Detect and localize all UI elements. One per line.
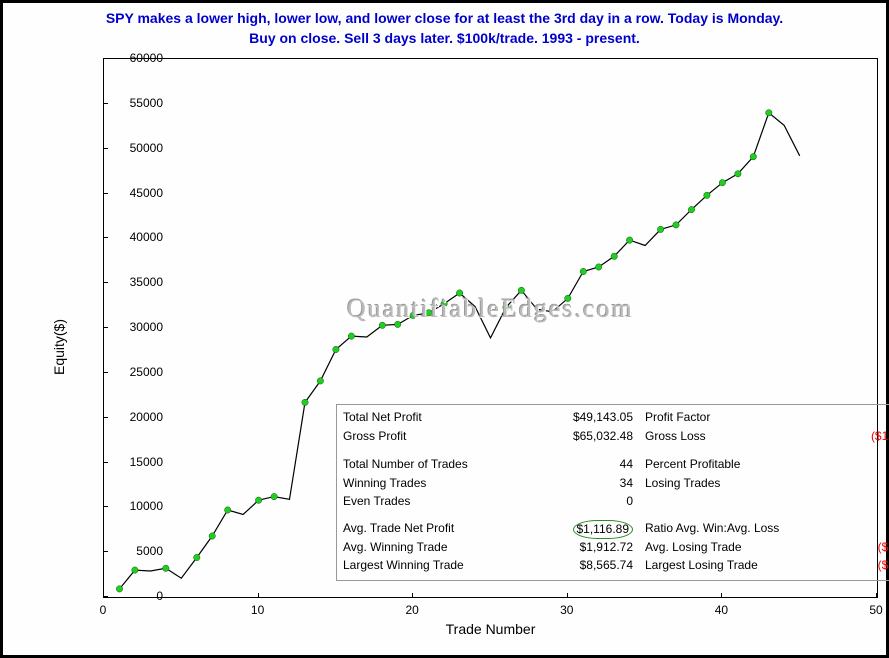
win-marker xyxy=(163,565,169,571)
x-axis-label: Trade Number xyxy=(103,621,878,637)
stat-label: Winning Trades xyxy=(343,475,513,492)
stats-table: Total Net Profit$49,143.05Profit Factor4… xyxy=(336,404,889,581)
stat-value: 10 xyxy=(815,475,889,492)
win-marker xyxy=(688,206,694,212)
win-marker xyxy=(194,554,200,560)
stat-label: Total Number of Trades xyxy=(343,456,513,475)
stats-row: Gross Profit$65,032.48Gross Loss($15,889… xyxy=(343,428,889,445)
stats-row: Winning Trades34Losing Trades10 xyxy=(343,475,889,492)
stats-row: Avg. Trade Net Profit$1,116.89Ratio Avg.… xyxy=(343,520,889,539)
win-marker xyxy=(503,304,509,310)
stat-value: 44 xyxy=(513,456,645,475)
stat-value: $49,143.05 xyxy=(513,409,645,428)
y-axis-label: Equity($) xyxy=(51,318,67,374)
win-marker xyxy=(441,301,447,307)
win-marker xyxy=(596,264,602,270)
stat-value: $8,565.74 xyxy=(513,557,645,574)
stat-label: Avg. Losing Trade xyxy=(645,539,815,556)
win-marker xyxy=(379,322,385,328)
win-marker xyxy=(704,192,710,198)
stat-value: 1.20 xyxy=(815,520,889,539)
stat-label: Gross Loss xyxy=(645,428,815,445)
stat-value: ($3,464.09) xyxy=(815,557,889,574)
stat-label: Ratio Avg. Win:Avg. Loss xyxy=(645,520,815,539)
win-marker xyxy=(750,154,756,160)
win-marker xyxy=(116,586,122,592)
stat-label: Largest Winning Trade xyxy=(343,557,513,574)
win-marker xyxy=(580,268,586,274)
x-tick-label: 50 xyxy=(869,603,882,617)
stat-value: 4.09 xyxy=(815,409,889,428)
stat-label: Avg. Trade Net Profit xyxy=(343,520,513,539)
stat-label: Percent Profitable xyxy=(645,456,815,475)
chart-title: SPY makes a lower high, lower low, and l… xyxy=(3,3,886,48)
stat-value: ($15,889.43) xyxy=(815,428,889,445)
win-marker xyxy=(302,399,308,405)
win-marker xyxy=(271,493,277,499)
stats-row: Avg. Winning Trade$1,912.72Avg. Losing T… xyxy=(343,539,889,556)
chart-frame: SPY makes a lower high, lower low, and l… xyxy=(0,0,889,658)
win-marker xyxy=(333,346,339,352)
title-line2: Buy on close. Sell 3 days later. $100k/t… xyxy=(249,30,640,46)
stat-label: Even Trades xyxy=(343,493,513,510)
win-marker xyxy=(209,533,215,539)
win-marker xyxy=(611,253,617,259)
stat-value: $1,116.89 xyxy=(513,520,645,539)
win-marker xyxy=(317,378,323,384)
win-marker xyxy=(657,226,663,232)
win-marker xyxy=(225,507,231,513)
win-marker xyxy=(410,312,416,318)
stats-row: Total Net Profit$49,143.05Profit Factor4… xyxy=(343,409,889,428)
x-tick-label: 10 xyxy=(251,603,264,617)
stat-value: 0 xyxy=(513,493,645,510)
stat-label: Losing Trades xyxy=(645,475,815,492)
win-marker xyxy=(719,180,725,186)
stat-value: $65,032.48 xyxy=(513,428,645,445)
stat-label: Total Net Profit xyxy=(343,409,513,428)
x-tick-label: 0 xyxy=(100,603,107,617)
win-marker xyxy=(735,171,741,177)
x-tick-label: 40 xyxy=(715,603,728,617)
stat-value: ($1,588.94) xyxy=(815,539,889,556)
stat-label: Avg. Winning Trade xyxy=(343,539,513,556)
x-tick-label: 30 xyxy=(560,603,573,617)
win-marker xyxy=(255,497,261,503)
stat-label: Gross Profit xyxy=(343,428,513,445)
stats-row: Largest Winning Trade$8,565.74Largest Lo… xyxy=(343,557,889,574)
stat-label: Profit Factor xyxy=(645,409,815,428)
stat-value: 34 xyxy=(513,475,645,492)
win-marker xyxy=(518,287,524,293)
title-line1: SPY makes a lower high, lower low, and l… xyxy=(106,10,783,26)
stats-row: Total Number of Trades44Percent Profitab… xyxy=(343,456,889,475)
win-marker xyxy=(132,567,138,573)
plot-region: QuantifiableEdges.com Total Net Profit$4… xyxy=(103,58,878,598)
stat-label: Largest Losing Trade xyxy=(645,557,815,574)
win-marker xyxy=(456,290,462,296)
win-marker xyxy=(766,110,772,116)
chart-area: Equity($) Trade Number 05000100001500020… xyxy=(33,58,876,635)
x-tick-label: 20 xyxy=(406,603,419,617)
stat-value: $1,912.72 xyxy=(513,539,645,556)
win-marker xyxy=(395,321,401,327)
win-marker xyxy=(565,295,571,301)
win-marker xyxy=(426,310,432,316)
stat-value xyxy=(815,493,889,510)
win-marker xyxy=(626,237,632,243)
win-marker xyxy=(348,333,354,339)
win-marker xyxy=(673,222,679,228)
stats-row: Even Trades0 xyxy=(343,493,889,510)
stat-value: 77.27% xyxy=(815,456,889,475)
stat-label xyxy=(645,493,815,510)
